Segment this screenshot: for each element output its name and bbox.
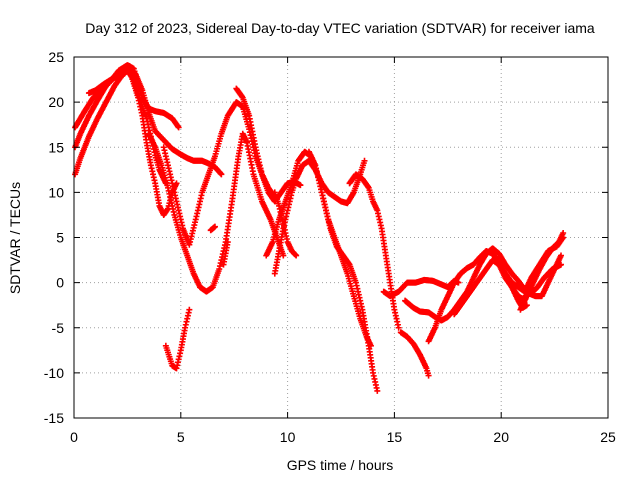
data-point	[218, 171, 225, 178]
data-point	[367, 342, 374, 349]
data-layer	[72, 62, 567, 394]
data-point	[361, 157, 368, 164]
data-point	[211, 223, 218, 230]
y-tick-label: -15	[44, 410, 64, 426]
y-tick-label: 25	[48, 49, 64, 65]
x-tick-label: 5	[177, 429, 185, 445]
y-tick-label: 20	[48, 94, 64, 110]
y-tick-label: 10	[48, 184, 64, 200]
y-tick-label: 15	[48, 139, 64, 155]
data-point	[224, 239, 231, 246]
data-point	[280, 252, 287, 259]
ticks: 0 5 10 15 20 25 -15 -10 -5 0 5 10 15 20 25	[44, 49, 616, 445]
grid	[74, 57, 608, 418]
data-point	[425, 372, 432, 379]
series-trace-15	[346, 171, 402, 331]
data-point	[293, 252, 300, 259]
chart-title: Day 312 of 2023, Sidereal Day-to-day VTE…	[85, 20, 595, 36]
series-trace-10	[220, 239, 231, 268]
data-point	[297, 182, 304, 189]
series-trace-9	[207, 223, 218, 234]
x-axis-label: GPS time / hours	[287, 457, 394, 473]
series-trace-16	[397, 329, 432, 379]
x-tick-label: 20	[493, 429, 509, 445]
series-trace-8	[162, 306, 193, 372]
x-tick-label: 25	[600, 429, 616, 445]
series-trace-20	[451, 252, 565, 318]
series-trace-17	[380, 276, 462, 300]
data-point	[374, 387, 381, 394]
y-axis-label: SDTVAR / TECUs	[7, 182, 23, 294]
y-tick-label: 0	[56, 275, 64, 291]
x-tick-label: 10	[280, 429, 296, 445]
data-point	[523, 302, 530, 309]
data-point	[175, 124, 182, 131]
x-tick-label: 15	[387, 429, 403, 445]
series-trace-13	[305, 148, 374, 349]
y-tick-label: 5	[56, 230, 64, 246]
x-tick-label: 0	[70, 429, 78, 445]
series-trace-22	[508, 284, 530, 311]
data-point	[186, 306, 193, 313]
data-point	[560, 229, 567, 236]
data-point	[558, 252, 565, 259]
data-point	[395, 324, 402, 331]
series-trace-14	[271, 189, 300, 259]
y-tick-label: -10	[44, 365, 64, 381]
y-tick-label: -5	[52, 320, 65, 336]
